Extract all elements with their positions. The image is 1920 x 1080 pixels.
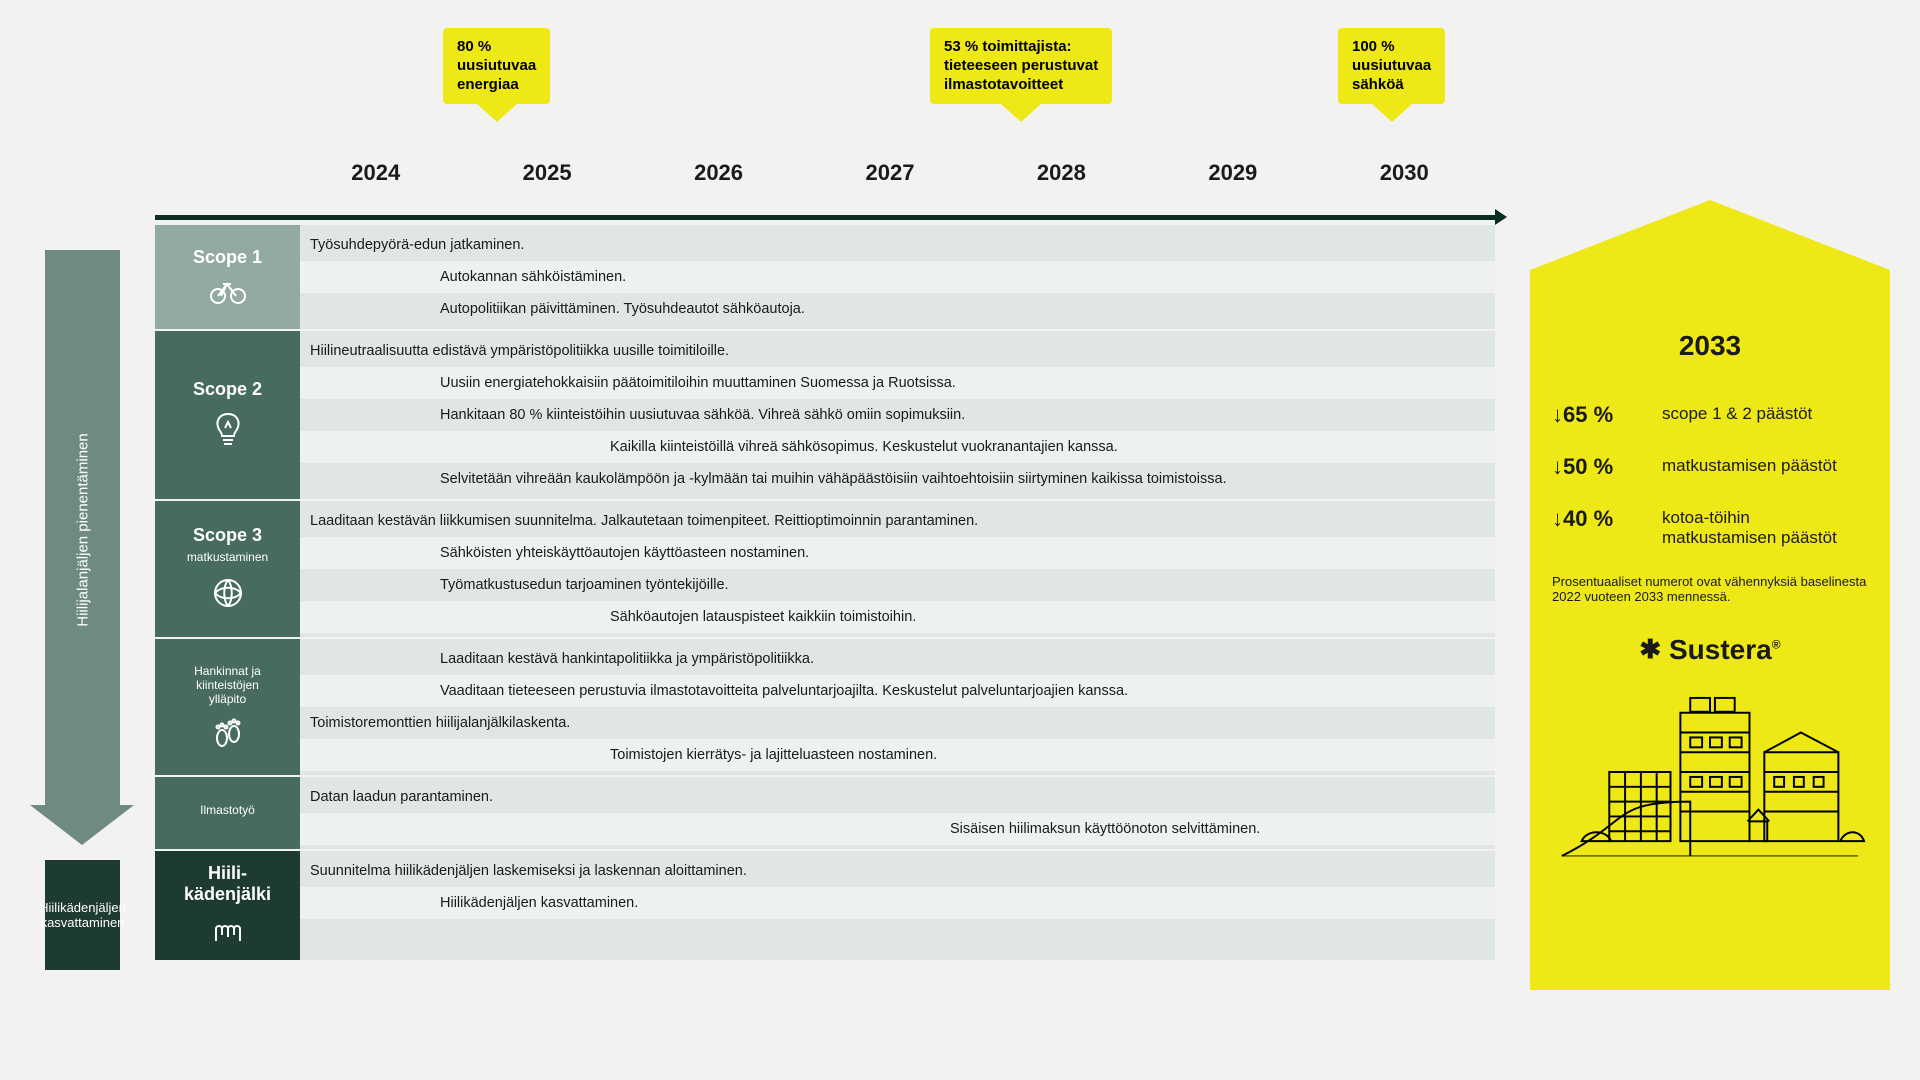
action-item: Sisäisen hiilimaksun käyttöönoton selvit…: [300, 813, 1495, 845]
year-label: 2028: [976, 160, 1147, 210]
action-item: Työmatkustusedun tarjoaminen työntekijöi…: [300, 569, 1495, 601]
action-item: Hiilineutraalisuutta edistävä ympäristöp…: [300, 335, 1495, 367]
goal-item: ↓65 %scope 1 & 2 päästöt: [1552, 402, 1868, 428]
scope-body: Laaditaan kestävä hankintapolitiikka ja …: [300, 639, 1495, 777]
action-item: Selvitetään vihreään kaukolämpöön ja -ky…: [300, 463, 1495, 495]
action-item: Uusiin energiatehokkaisiin päätoimitiloi…: [300, 367, 1495, 399]
left-arrow-column: Hiilijalanjäljen pienentäminen Hiilikäde…: [30, 250, 135, 990]
action-item: Toimistojen kierrätys- ja lajitteluastee…: [300, 739, 1495, 771]
year-label: 2030: [1319, 160, 1490, 210]
action-item: Autokannan sähköistäminen.: [300, 261, 1495, 293]
bulb-icon: [212, 410, 244, 451]
goal-arrow-tip: [1530, 200, 1890, 270]
scope-row: IlmastotyöDatan laadun parantaminen.Sisä…: [155, 777, 1495, 851]
carbon-handprint-grow-label: Hiilikädenjäljen kasvattaminen: [35, 896, 130, 934]
scope-label: Scope 3matkustaminen: [155, 501, 300, 639]
action-item: Suunnitelma hiilikädenjäljen laskemiseks…: [300, 855, 1495, 887]
action-item: Kaikilla kiinteistöillä vihreä sähkösopi…: [300, 431, 1495, 463]
milestone-flag: 80 %uusiutuvaaenergiaa: [443, 28, 550, 104]
carbon-handprint-grow-box: Hiilikädenjäljen kasvattaminen: [45, 860, 120, 970]
action-item: Hankitaan 80 % kiinteistöihin uusiutuvaa…: [300, 399, 1495, 431]
action-item: Hiilikädenjäljen kasvattaminen.: [300, 887, 1495, 919]
carbon-footprint-reduce-label: Hiilijalanjäljen pienentäminen: [74, 433, 91, 626]
globe-icon: [211, 576, 245, 613]
milestone-flag: 100 %uusiutuvaasähköä: [1338, 28, 1445, 104]
action-item: Sähköisten yhteiskäyttöautojen käyttöast…: [300, 537, 1495, 569]
goal-pct: ↓40 %: [1552, 506, 1662, 532]
goal-text: kotoa-töihin matkustamisen päästöt: [1662, 506, 1868, 548]
roadmap-container: Hiilijalanjäljen pienentäminen Hiilikäde…: [0, 0, 1920, 1080]
goal-box-2033: 2033 ↓65 %scope 1 & 2 päästöt ↓50 %matkus…: [1530, 270, 1890, 990]
year-label: 2024: [290, 160, 461, 210]
goal-pct: ↓65 %: [1552, 402, 1662, 428]
goal-text: scope 1 & 2 päästöt: [1662, 402, 1868, 424]
action-item: Vaaditaan tieteeseen perustuvia ilmastot…: [300, 675, 1495, 707]
scope-row: Hiili-kädenjälkiSuunnitelma hiilikädenjä…: [155, 851, 1495, 962]
city-illustration: [1552, 682, 1868, 862]
scope-body: Datan laadun parantaminen.Sisäisen hiili…: [300, 777, 1495, 851]
goal-pct: ↓50 %: [1552, 454, 1662, 480]
goal-item: ↓40 %kotoa-töihin matkustamisen päästöt: [1552, 506, 1868, 548]
goal-text: matkustamisen päästöt: [1662, 454, 1868, 476]
action-item: Datan laadun parantaminen.: [300, 781, 1495, 813]
action-item: Työsuhdepyörä-edun jatkaminen.: [300, 229, 1495, 261]
goal-item: ↓50 %matkustamisen päästöt: [1552, 454, 1868, 480]
action-item: Sähköautojen latauspisteet kaikkiin toim…: [300, 601, 1495, 633]
scope-body: Suunnitelma hiilikädenjäljen laskemiseks…: [300, 851, 1495, 962]
bike-icon: [209, 278, 247, 307]
scope-rows: Scope 1Työsuhdepyörä-edun jatkaminen.Aut…: [155, 225, 1495, 962]
scope-row: Scope 3matkustaminenLaaditaan kestävän l…: [155, 501, 1495, 639]
year-label: 2027: [804, 160, 975, 210]
milestone-flag: 53 % toimittajista:tieteeseen perustuvat…: [930, 28, 1112, 104]
carbon-footprint-reduce-arrow: Hiilijalanjäljen pienentäminen: [45, 250, 120, 810]
arrow-down-tip: [30, 805, 134, 845]
scope-row: Scope 1Työsuhdepyörä-edun jatkaminen.Aut…: [155, 225, 1495, 331]
feet-icon: [211, 718, 245, 751]
goal-note: Prosentuaaliset numerot ovat vähennyksiä…: [1552, 574, 1868, 604]
goal-items: ↓65 %scope 1 & 2 päästöt ↓50 %matkustamis…: [1552, 402, 1868, 548]
action-item: Autopolitiikan päivittäminen. Työsuhdeau…: [300, 293, 1495, 325]
scope-body: Laaditaan kestävän liikkumisen suunnitel…: [300, 501, 1495, 639]
scope-label: Hankinnat jakiinteistöjenylläpito: [155, 639, 300, 777]
action-item: Laaditaan kestävän liikkumisen suunnitel…: [300, 505, 1495, 537]
scope-label: Ilmastotyö: [155, 777, 300, 851]
sustera-logo: ✱ Sustera®: [1552, 634, 1868, 666]
goal-year: 2033: [1552, 330, 1868, 362]
scope-body: Hiilineutraalisuutta edistävä ympäristöp…: [300, 331, 1495, 501]
timeline-line: [155, 215, 1495, 220]
scope-row: Hankinnat jakiinteistöjenylläpitoLaadita…: [155, 639, 1495, 777]
scope-label: Scope 2: [155, 331, 300, 501]
hands-icon: [210, 915, 246, 948]
scope-row: Scope 2Hiilineutraalisuutta edistävä ymp…: [155, 331, 1495, 501]
year-header: 2024202520262027202820292030: [290, 160, 1490, 210]
action-item: Toimistoremonttien hiilijalanjälkilasken…: [300, 707, 1495, 739]
scope-body: Työsuhdepyörä-edun jatkaminen.Autokannan…: [300, 225, 1495, 331]
year-label: 2025: [461, 160, 632, 210]
year-label: 2029: [1147, 160, 1318, 210]
year-label: 2026: [633, 160, 804, 210]
scope-label: Scope 1: [155, 225, 300, 331]
scope-label: Hiili-kädenjälki: [155, 851, 300, 962]
action-item: Laaditaan kestävä hankintapolitiikka ja …: [300, 643, 1495, 675]
